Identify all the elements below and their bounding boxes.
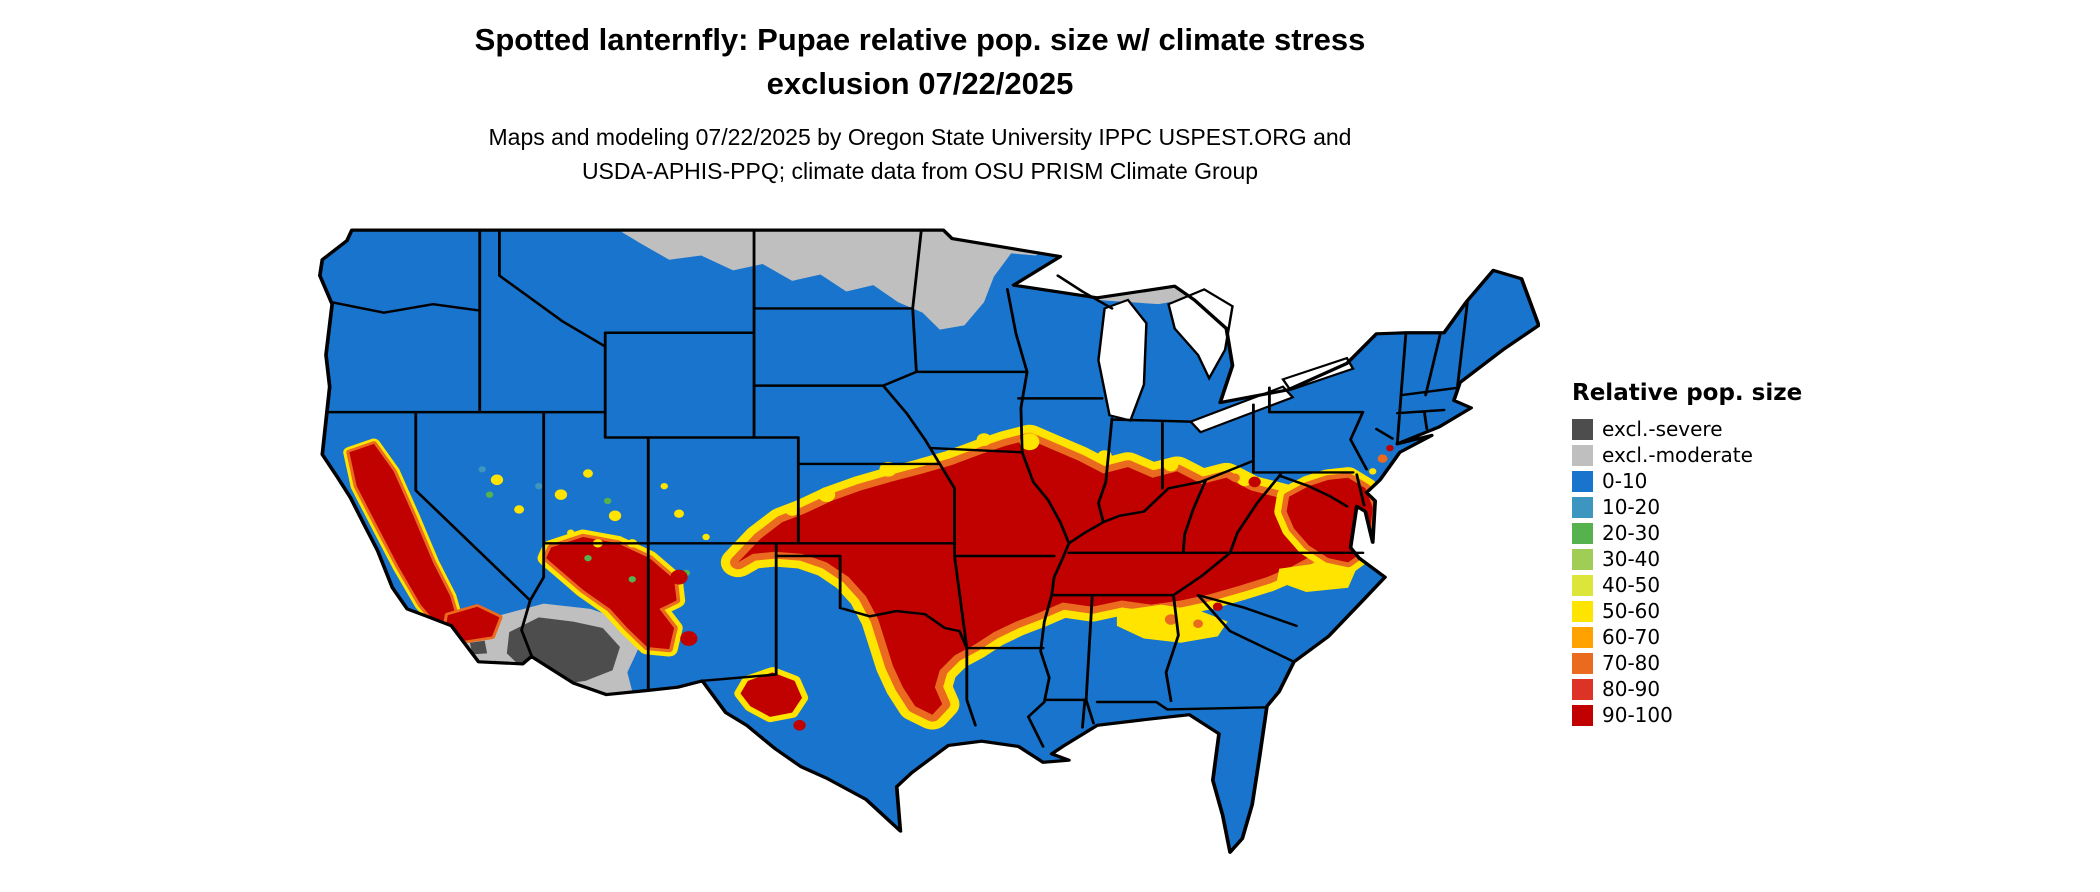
lake-erie (1188, 385, 1295, 434)
legend-item: 50-60 (1572, 598, 1832, 624)
legend-item: 70-80 (1572, 650, 1832, 676)
legend-swatch (1572, 704, 1593, 726)
title-block: Spotted lanternfly: Pupae relative pop. … (220, 18, 1620, 188)
legend-label: 90-100 (1602, 703, 1673, 727)
legend-label: 40-50 (1602, 573, 1661, 597)
state-borders (325, 228, 1469, 748)
lake-huron (1167, 288, 1234, 381)
legend-title: Relative pop. size (1572, 380, 1803, 406)
legend-item: 10-20 (1572, 494, 1832, 520)
legend-item: 20-30 (1572, 520, 1832, 546)
map-title-line1: Spotted lanternfly: Pupae relative pop. … (474, 22, 1366, 57)
arizona-high-pop-region (537, 529, 686, 657)
legend-swatch (1572, 574, 1593, 596)
legend-item: 30-40 (1572, 546, 1832, 572)
legend-label: excl.-moderate (1602, 443, 1753, 467)
legend-item: 90-100 (1572, 702, 1832, 728)
great-lakes (1097, 288, 1355, 434)
excluded-severe-socal-speck (469, 640, 488, 655)
legend-item: excl.-severe (1572, 416, 1832, 442)
legend-item: 40-50 (1572, 572, 1832, 598)
legend: Relative pop. size excl.-severe excl.-mo… (1572, 378, 1832, 728)
legend-swatch (1572, 626, 1593, 648)
legend-swatch (1572, 548, 1593, 570)
legend-swatch (1572, 678, 1593, 700)
us-map-svg (317, 228, 1540, 855)
legend-swatch (1572, 470, 1593, 492)
legend-swatch (1572, 496, 1593, 518)
legend-item: excl.-moderate (1572, 442, 1832, 468)
central-high-pop-region (720, 424, 1349, 730)
legend-label: 10-20 (1602, 495, 1661, 519)
legend-item: 60-70 (1572, 624, 1832, 650)
legend-label: 0-10 (1602, 469, 1648, 493)
legend-label: excl.-severe (1602, 417, 1723, 441)
north-carolina-yellow-band (1276, 562, 1356, 592)
legend-swatch (1572, 652, 1593, 674)
map-title-line2: exclusion 07/22/2025 (766, 66, 1074, 101)
legend-label: 50-60 (1602, 599, 1661, 623)
legend-item: 0-10 (1572, 468, 1832, 494)
legend-label: 70-80 (1602, 651, 1661, 675)
legend-label: 20-30 (1602, 521, 1661, 545)
map-subtitle-line1: Maps and modeling 07/22/2025 by Oregon S… (488, 124, 1352, 150)
southeast-yellow-band (1116, 602, 1228, 643)
us-map (310, 228, 1540, 884)
legend-label: 80-90 (1602, 677, 1661, 701)
west-texas-high-pop-patch (734, 667, 809, 731)
legend-label: 60-70 (1602, 625, 1661, 649)
california-high-pop-strip (343, 438, 503, 644)
map-subtitle-line2: USDA-APHIS-PPQ; climate data from OSU PR… (581, 158, 1259, 184)
legend-swatch (1572, 600, 1593, 622)
legend-swatch (1572, 418, 1593, 440)
legend-swatch (1572, 444, 1593, 466)
lake-michigan (1097, 298, 1148, 422)
lake-ontario (1281, 356, 1355, 392)
excluded-moderate-north-region (615, 230, 1067, 330)
legend-swatch (1572, 522, 1593, 544)
legend-label: 30-40 (1602, 547, 1661, 571)
scattered-midvalue-patches (478, 433, 1394, 646)
legend-item: 80-90 (1572, 676, 1832, 702)
